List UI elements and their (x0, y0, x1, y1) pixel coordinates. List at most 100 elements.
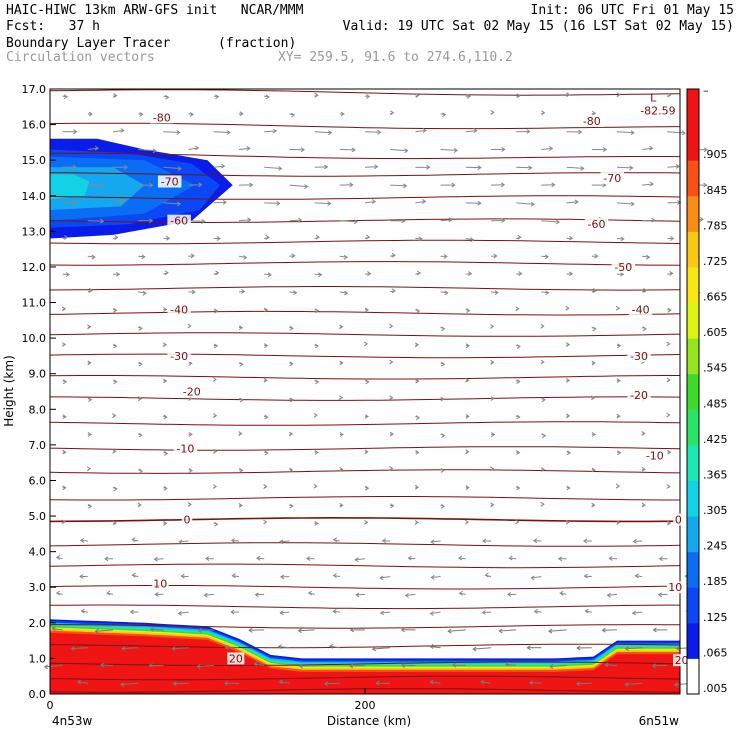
vector-arrowhead (426, 164, 431, 170)
contour-label-bg (227, 652, 245, 665)
vector-arrowhead (349, 627, 355, 633)
vector-arrowhead (129, 609, 134, 615)
header-line2-left: Fcst: 37 h (6, 19, 100, 34)
colorbar-label: .845 (703, 184, 728, 197)
vector-arrowhead (141, 254, 146, 260)
vector-arrowhead (348, 663, 354, 669)
y-tick-label: 6.0 (29, 474, 47, 487)
vector-arrowhead (608, 556, 613, 561)
y-axis: 0.0 1.0 2.0 3.0 4.0 5.0 6.0 7.0 8.0 9.0 10.0 11.0 12… (22, 83, 56, 701)
vector-arrowhead (472, 646, 477, 652)
vector-arrowhead (88, 287, 94, 293)
circulation-vector (278, 646, 290, 649)
vector-arrowhead (447, 628, 452, 634)
vector-arrowhead (80, 608, 85, 614)
vector-arrowhead (591, 467, 596, 473)
vector-arrowhead (528, 680, 534, 685)
vector-arrowhead (165, 235, 171, 241)
contour-line-12 (49, 375, 680, 380)
vector-arrowhead (279, 610, 284, 616)
vector-arrowhead (339, 324, 344, 330)
vector-arrowhead (389, 395, 394, 401)
vector-arrowhead (651, 663, 656, 669)
field-units: (fraction) (218, 36, 297, 51)
circulation-vector (52, 628, 63, 631)
vector-arrowhead (264, 307, 269, 313)
vector-arrowhead (263, 519, 268, 525)
vector-arrowhead (630, 130, 635, 136)
contour-label-bg (643, 449, 667, 462)
vector-arrowhead (188, 468, 194, 473)
circulation-vector (163, 166, 182, 170)
colorbar-swatch (687, 195, 699, 232)
vector-arrowhead (429, 644, 434, 649)
vector-arrowhead (592, 288, 598, 294)
vector-arrowhead (238, 431, 243, 437)
vector-arrowhead (307, 590, 312, 596)
vector-arrowhead (137, 502, 142, 508)
vector-arrowhead (113, 343, 118, 349)
colorbar: .005 .065 .125 .185 .245 .305 .365 .425 .485 .545… (686, 84, 728, 695)
vector-arrowhead (116, 271, 121, 277)
vector-arrowhead (247, 217, 252, 223)
vector-arrowhead (176, 201, 182, 207)
vector-arrowhead (555, 219, 561, 225)
vector-arrowhead (263, 377, 268, 383)
vector-arrowhead (667, 307, 672, 313)
contour-label: -70 (603, 172, 621, 185)
vector-arrowhead (238, 325, 244, 331)
circulation-vector (173, 682, 189, 685)
circulation-vector (548, 629, 567, 632)
vector-arrowhead (490, 502, 495, 508)
contour-label-bg (150, 111, 174, 124)
contour-line-5 (49, 218, 681, 224)
vector-arrowhead (91, 254, 96, 260)
contour-label: -40 (632, 304, 650, 317)
circulation-vector (314, 202, 331, 205)
vector-arrowhead (366, 94, 371, 99)
vector-arrowhead (617, 343, 622, 349)
vector-arrowhead (517, 234, 522, 240)
vector-arrowhead (526, 129, 531, 134)
vector-arrowhead (214, 521, 219, 527)
vector-arrowhead (73, 129, 78, 135)
colorbar-label: .125 (703, 611, 728, 624)
circulation-vector (531, 576, 542, 579)
vector-arrowhead (216, 236, 221, 242)
vector-arrowhead (278, 166, 283, 171)
circulation-vector (408, 557, 416, 560)
contour-label-bg (580, 115, 604, 128)
y-tick-label: 4.0 (29, 546, 47, 559)
plume-band-4 (50, 174, 90, 200)
circulation-vector (516, 202, 535, 205)
vector-arrowhead (131, 572, 136, 578)
vector-arrowhead (616, 378, 621, 384)
vector-arrowhead (464, 519, 470, 525)
contour-label-bg (673, 513, 684, 526)
vector-arrowhead (113, 93, 118, 99)
vector-arrowhead (374, 164, 379, 170)
contour-label-bg (636, 104, 680, 117)
vector-arrowhead (338, 395, 344, 401)
vector-arrowhead (318, 272, 323, 278)
vector-arrowhead (230, 538, 236, 543)
circulation-vector (431, 576, 441, 578)
contour-label-bg (611, 260, 636, 273)
colorbar-label: .665 (703, 291, 728, 304)
vector-arrowhead (205, 556, 210, 562)
contour-line-0 (49, 89, 681, 96)
vector-arrowhead (576, 645, 581, 651)
vector-arrowhead (415, 415, 421, 421)
colorbar-label: .545 (703, 362, 728, 375)
colorbar-swatch (687, 231, 699, 268)
vector-arrowhead (241, 288, 246, 294)
vector-arrowhead (371, 199, 377, 204)
vector-arrowhead (559, 590, 564, 596)
vector-arrowhead (315, 379, 320, 385)
colorbar-label: .365 (703, 469, 728, 482)
cross-section-coords: XY= 259.5, 91.6 to 274.6,110.2 (278, 50, 513, 65)
vector-arrowhead (649, 145, 654, 151)
vector-arrowhead (332, 537, 338, 543)
vector-arrowhead (530, 201, 535, 207)
colorbar-label: .065 (703, 646, 728, 659)
